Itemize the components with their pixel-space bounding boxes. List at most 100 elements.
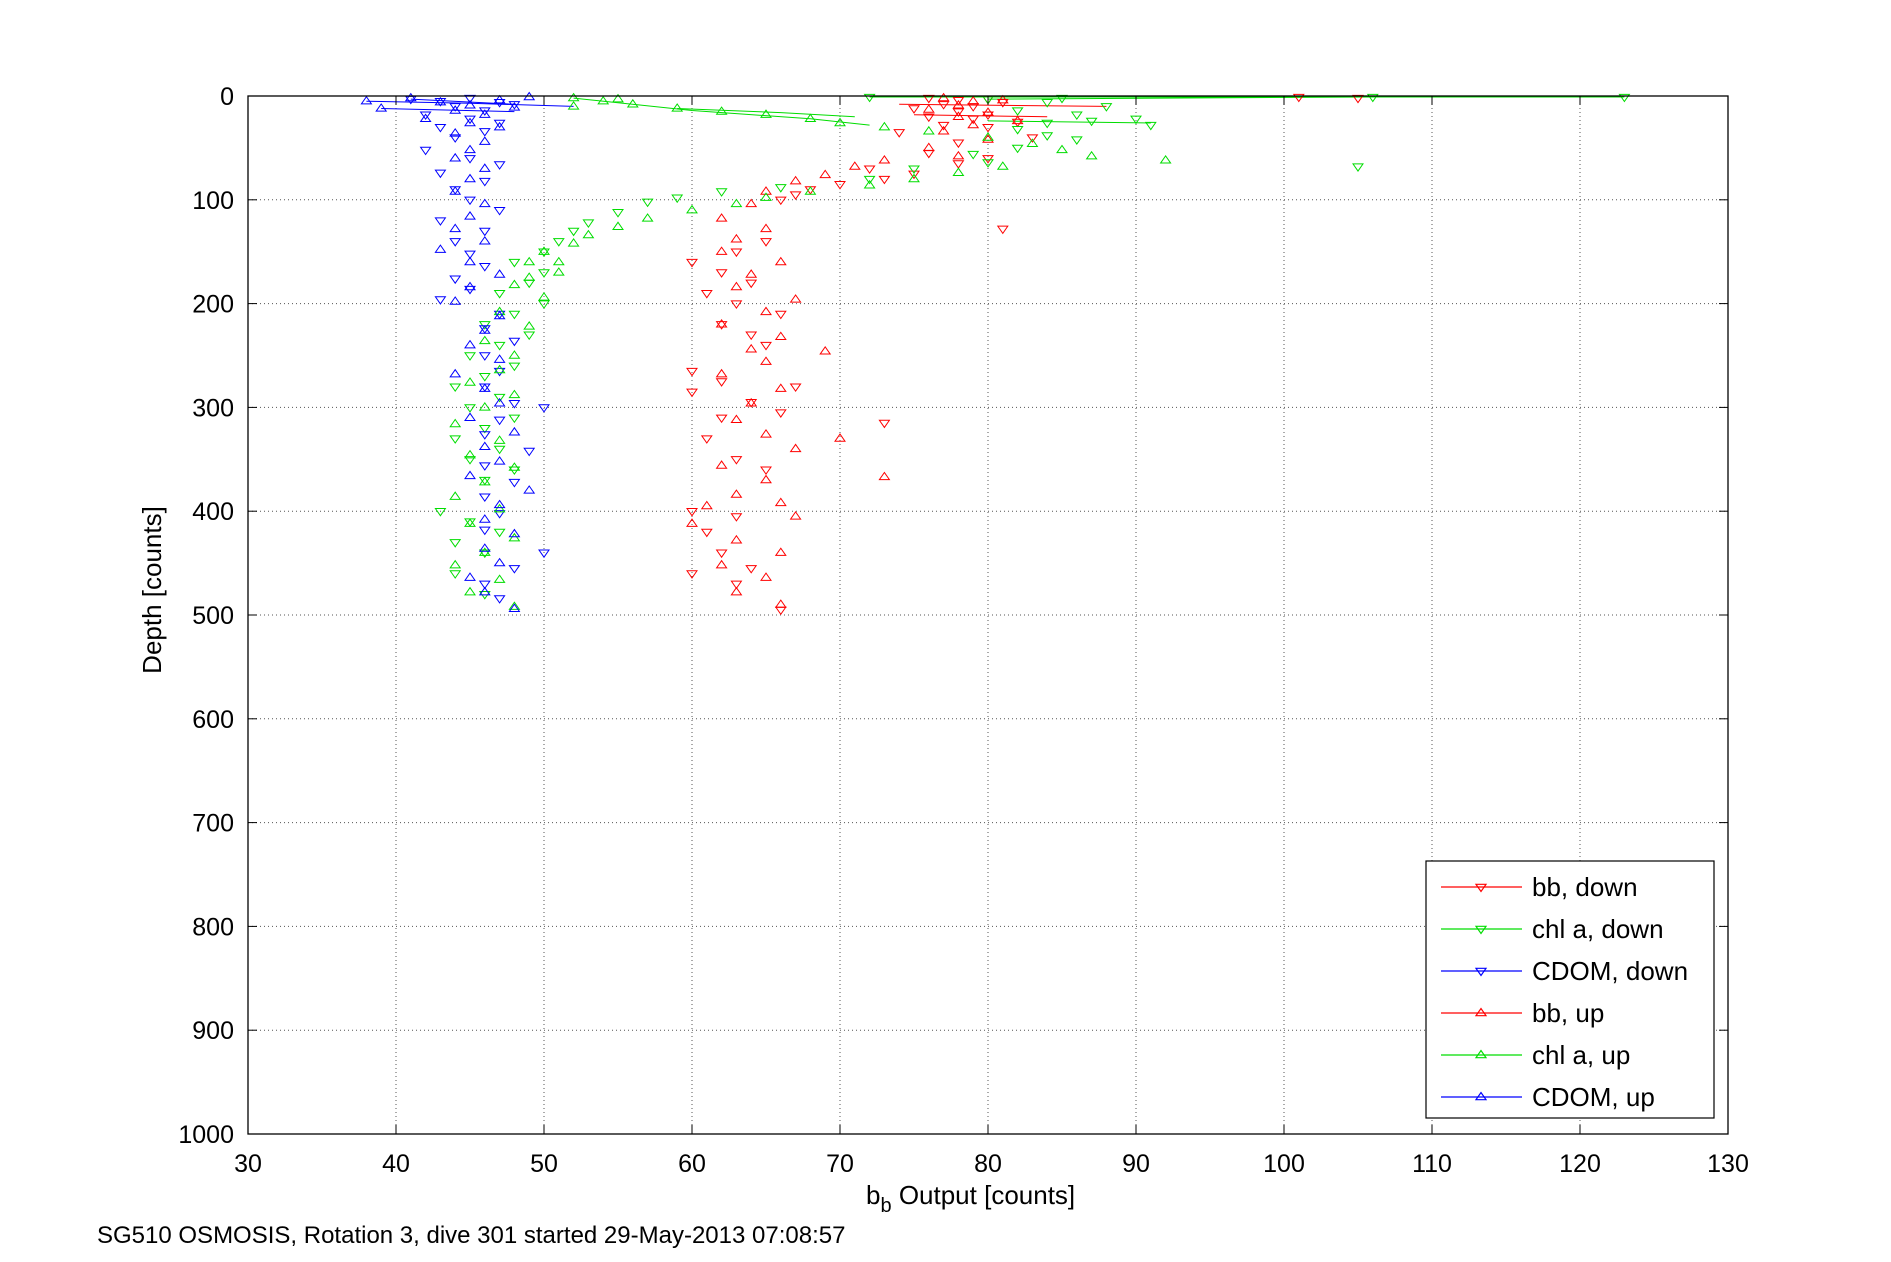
data-point xyxy=(848,161,861,170)
data-point xyxy=(449,368,462,378)
data-point xyxy=(464,449,476,459)
data-point xyxy=(730,586,743,596)
data-point xyxy=(1041,132,1054,141)
data-point xyxy=(449,103,462,112)
data-point xyxy=(1144,121,1157,131)
data-point xyxy=(449,296,462,305)
data-point xyxy=(715,106,728,115)
data-point xyxy=(449,223,462,233)
data-point xyxy=(464,117,476,127)
data-point xyxy=(612,209,624,218)
data-point xyxy=(878,154,891,164)
data-points xyxy=(360,91,1631,616)
data-point xyxy=(538,404,550,413)
data-point xyxy=(493,161,506,170)
data-point xyxy=(982,107,994,116)
data-point xyxy=(834,117,846,127)
legend-label: bb, down xyxy=(1532,872,1638,902)
data-point xyxy=(996,94,1009,104)
data-point xyxy=(434,508,447,517)
data-point xyxy=(493,290,506,299)
data-point xyxy=(449,134,462,143)
data-point xyxy=(1085,150,1098,160)
data-point xyxy=(419,113,432,123)
data-point xyxy=(582,219,595,229)
data-point xyxy=(434,169,447,179)
data-point xyxy=(464,250,476,260)
data-point xyxy=(493,503,506,513)
data-point xyxy=(478,136,491,145)
legend-label: chl a, down xyxy=(1532,914,1664,944)
data-point xyxy=(1085,117,1098,127)
data-point xyxy=(478,514,491,523)
data-point xyxy=(730,534,743,544)
data-point xyxy=(745,331,758,341)
data-point xyxy=(523,447,536,457)
data-point xyxy=(982,134,994,143)
legend-entry: CDOM, up xyxy=(1441,1082,1655,1112)
data-point xyxy=(982,159,994,168)
data-point xyxy=(552,238,565,247)
data-point xyxy=(493,310,506,320)
data-point xyxy=(493,435,506,444)
series-line xyxy=(987,120,1151,124)
data-point xyxy=(493,455,506,465)
data-point xyxy=(464,256,476,266)
data-point xyxy=(908,165,920,175)
data-point xyxy=(478,352,491,361)
data-point xyxy=(538,549,550,559)
data-point xyxy=(449,570,462,579)
data-point xyxy=(789,294,802,303)
data-point xyxy=(715,460,728,469)
data-point xyxy=(478,424,491,434)
data-point xyxy=(730,300,743,309)
data-point xyxy=(774,383,787,392)
x-tick-label: 120 xyxy=(1559,1150,1601,1178)
data-point xyxy=(538,248,550,258)
data-point xyxy=(937,125,950,135)
data-point xyxy=(478,198,491,208)
data-point xyxy=(434,96,447,106)
data-point xyxy=(789,443,802,453)
data-point xyxy=(464,377,476,386)
data-point xyxy=(493,416,506,426)
data-point xyxy=(508,279,521,289)
data-point xyxy=(760,356,772,365)
data-point xyxy=(449,127,462,137)
data-point xyxy=(715,188,728,197)
data-point xyxy=(449,418,462,428)
x-tick-label: 60 xyxy=(678,1150,706,1178)
data-point xyxy=(686,388,698,398)
data-point xyxy=(952,139,965,149)
y-tick-label: 500 xyxy=(192,602,234,630)
data-point xyxy=(434,244,447,253)
data-point xyxy=(449,539,462,548)
x-tick-label: 100 xyxy=(1263,1150,1305,1178)
data-point xyxy=(1352,163,1364,172)
data-point xyxy=(715,318,728,328)
data-point xyxy=(1011,115,1024,125)
series-line xyxy=(677,108,855,118)
data-point xyxy=(464,456,476,465)
data-point xyxy=(700,528,713,538)
data-point xyxy=(760,474,772,484)
data-point xyxy=(493,94,506,104)
y-tick-label: 200 xyxy=(192,291,234,319)
data-point xyxy=(478,549,491,559)
data-point xyxy=(508,528,521,538)
data-point xyxy=(478,402,491,411)
data-point xyxy=(982,123,994,133)
data-point xyxy=(878,175,891,185)
x-tick-label: 40 xyxy=(382,1150,410,1178)
data-point xyxy=(760,192,772,201)
data-point xyxy=(1056,144,1068,154)
data-point xyxy=(597,95,610,105)
data-point xyxy=(834,181,846,190)
data-point xyxy=(774,256,787,266)
data-point xyxy=(1011,107,1024,116)
data-point xyxy=(745,565,758,574)
series-line xyxy=(573,97,870,126)
data-point xyxy=(478,441,491,451)
data-point xyxy=(774,196,787,206)
data-point xyxy=(686,258,698,268)
